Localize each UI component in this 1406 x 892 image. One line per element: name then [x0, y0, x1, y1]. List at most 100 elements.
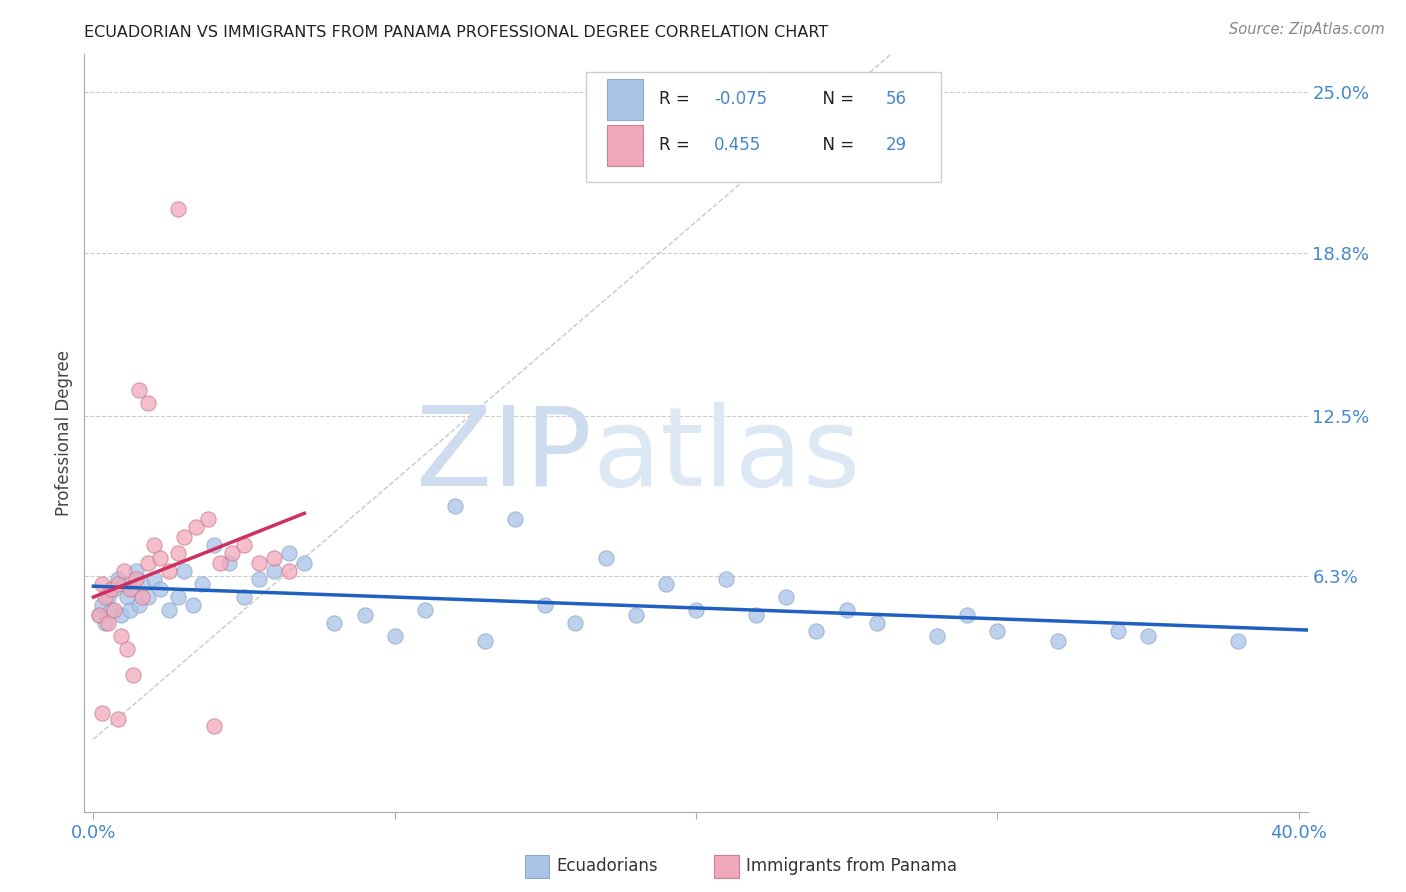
- Point: [107, 572, 129, 586]
- Point: [278, 546, 301, 560]
- Point: [118, 603, 141, 617]
- Point: [775, 590, 797, 604]
- FancyBboxPatch shape: [714, 855, 738, 878]
- Point: [247, 557, 270, 571]
- Point: [166, 202, 188, 216]
- Point: [107, 577, 129, 591]
- Point: [221, 546, 243, 560]
- Point: [444, 500, 467, 514]
- Point: [97, 590, 120, 604]
- Point: [136, 557, 159, 571]
- Text: -0.075: -0.075: [714, 90, 768, 109]
- Point: [142, 572, 165, 586]
- Text: 29: 29: [886, 136, 907, 154]
- Point: [91, 598, 114, 612]
- Point: [534, 598, 557, 612]
- Point: [353, 608, 375, 623]
- Point: [986, 624, 1008, 638]
- Point: [136, 590, 159, 604]
- Point: [233, 538, 256, 552]
- Point: [806, 624, 828, 638]
- Point: [292, 557, 315, 571]
- Text: 56: 56: [886, 90, 907, 109]
- Point: [925, 629, 948, 643]
- Text: atlas: atlas: [592, 402, 860, 508]
- Point: [184, 520, 207, 534]
- Point: [413, 603, 436, 617]
- Point: [474, 634, 496, 648]
- FancyBboxPatch shape: [524, 855, 550, 878]
- Point: [110, 629, 132, 643]
- Point: [956, 608, 979, 623]
- Point: [121, 582, 143, 597]
- Point: [1227, 634, 1250, 648]
- Point: [685, 603, 707, 617]
- Text: N =: N =: [813, 136, 859, 154]
- Point: [112, 564, 135, 578]
- Point: [503, 512, 526, 526]
- Point: [384, 629, 406, 643]
- Point: [173, 564, 195, 578]
- Point: [595, 551, 617, 566]
- Point: [128, 598, 150, 612]
- Point: [191, 577, 214, 591]
- FancyBboxPatch shape: [606, 78, 644, 120]
- Point: [94, 590, 117, 604]
- Point: [157, 564, 180, 578]
- Y-axis label: Professional Degree: Professional Degree: [55, 350, 73, 516]
- Point: [149, 551, 172, 566]
- Text: Ecuadorians: Ecuadorians: [557, 857, 658, 875]
- Text: N =: N =: [813, 90, 859, 109]
- Point: [197, 512, 219, 526]
- FancyBboxPatch shape: [606, 125, 644, 166]
- Point: [218, 557, 240, 571]
- Point: [166, 546, 188, 560]
- Point: [835, 603, 858, 617]
- Point: [1046, 634, 1069, 648]
- Point: [100, 603, 122, 617]
- Point: [100, 582, 122, 597]
- Point: [91, 577, 114, 591]
- Point: [89, 608, 111, 623]
- Text: 0.455: 0.455: [714, 136, 762, 154]
- Point: [131, 577, 153, 591]
- Point: [91, 706, 114, 721]
- Point: [655, 577, 678, 591]
- Point: [247, 572, 270, 586]
- Point: [233, 590, 256, 604]
- Text: Source: ZipAtlas.com: Source: ZipAtlas.com: [1229, 22, 1385, 37]
- Point: [564, 615, 586, 630]
- Point: [103, 603, 125, 617]
- Point: [149, 582, 172, 597]
- Point: [97, 615, 120, 630]
- Point: [121, 667, 143, 681]
- Point: [94, 615, 117, 630]
- Point: [131, 590, 153, 604]
- Point: [124, 564, 146, 578]
- Point: [107, 712, 129, 726]
- Point: [157, 603, 180, 617]
- Text: Immigrants from Panama: Immigrants from Panama: [747, 857, 957, 875]
- Point: [124, 572, 146, 586]
- Point: [110, 608, 132, 623]
- Point: [173, 530, 195, 544]
- Point: [181, 598, 204, 612]
- Point: [263, 564, 285, 578]
- Point: [142, 538, 165, 552]
- Point: [745, 608, 768, 623]
- Text: ECUADORIAN VS IMMIGRANTS FROM PANAMA PROFESSIONAL DEGREE CORRELATION CHART: ECUADORIAN VS IMMIGRANTS FROM PANAMA PRO…: [84, 25, 828, 40]
- Point: [624, 608, 647, 623]
- Point: [103, 582, 125, 597]
- Text: ZIP: ZIP: [416, 402, 592, 508]
- Point: [202, 719, 225, 733]
- Point: [208, 557, 231, 571]
- Text: R =: R =: [659, 90, 696, 109]
- Text: R =: R =: [659, 136, 700, 154]
- Point: [166, 590, 188, 604]
- Point: [118, 582, 141, 597]
- Point: [714, 572, 737, 586]
- Point: [1107, 624, 1129, 638]
- Point: [89, 608, 111, 623]
- Point: [202, 538, 225, 552]
- Point: [323, 615, 346, 630]
